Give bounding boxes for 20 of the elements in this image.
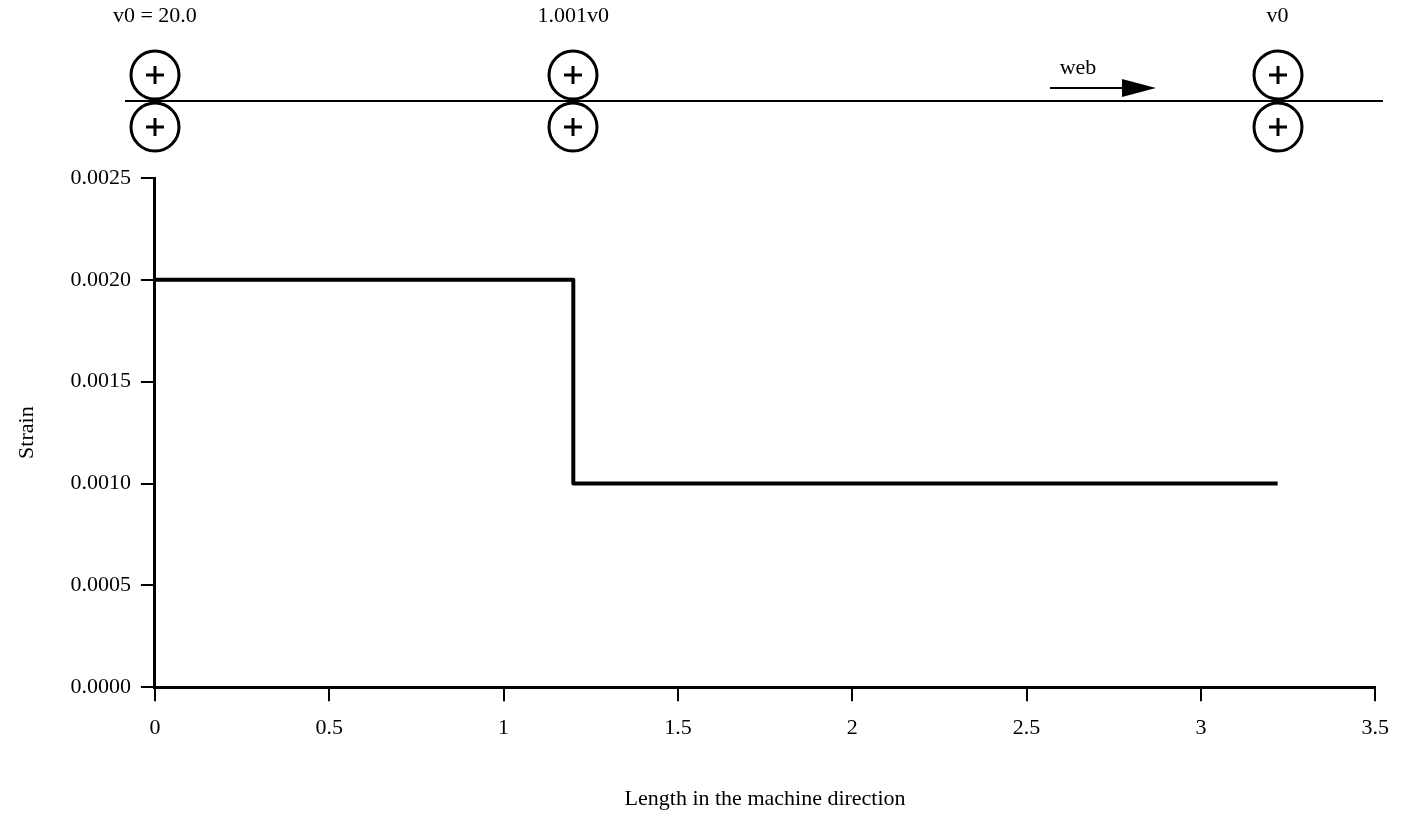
x-axis-title: Length in the machine direction xyxy=(624,784,906,810)
y-tick-label: 0.0000 xyxy=(70,672,131,698)
y-tick-label: 0.0010 xyxy=(70,469,131,495)
text: web xyxy=(1059,54,1097,80)
text: v0 = 20.0 xyxy=(112,2,197,28)
y-tick-label: 0.0025 xyxy=(70,163,131,189)
x-tick-label: 0 xyxy=(149,714,161,740)
y-tick-label: 0.0015 xyxy=(70,367,131,393)
x-tick-label: 1.5 xyxy=(664,714,692,740)
y-tick-label: 0.0005 xyxy=(70,571,131,597)
x-tick-label: 1 xyxy=(498,714,510,740)
y-tick-label: 0.0020 xyxy=(70,265,131,291)
x-tick-label: 2.5 xyxy=(1012,714,1041,740)
x-tick-label: 0.5 xyxy=(315,714,343,740)
x-tick-label: 2 xyxy=(846,714,858,740)
text: v0 xyxy=(1266,2,1289,28)
x-tick-label: 3 xyxy=(1195,714,1207,740)
y-axis-title: Strain xyxy=(12,406,38,459)
x-tick-label: 3.5 xyxy=(1361,714,1389,740)
text: 1.001v0 xyxy=(537,2,610,28)
